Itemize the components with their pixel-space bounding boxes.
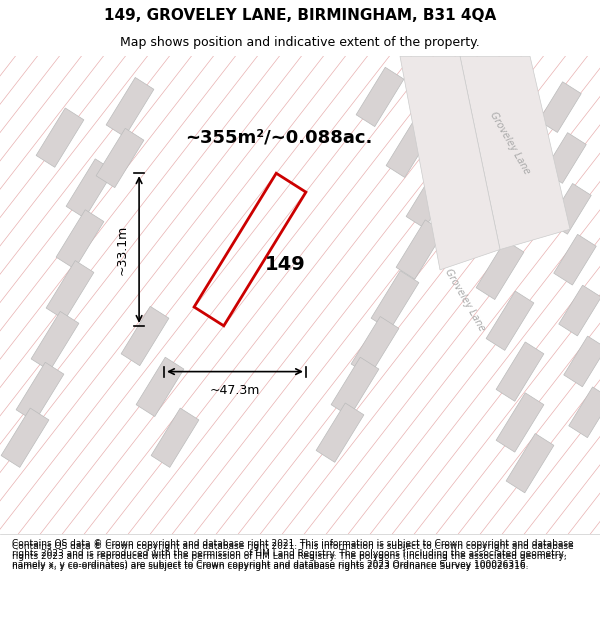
Polygon shape: [506, 434, 554, 493]
Polygon shape: [554, 234, 596, 285]
Polygon shape: [476, 240, 524, 299]
Polygon shape: [496, 393, 544, 452]
Text: Map shows position and indicative extent of the property.: Map shows position and indicative extent…: [120, 36, 480, 49]
Text: Groveley Lane: Groveley Lane: [443, 268, 487, 333]
Text: Contains OS data © Crown copyright and database right 2021. This information is : Contains OS data © Crown copyright and d…: [12, 542, 574, 571]
Polygon shape: [331, 357, 379, 416]
Polygon shape: [316, 403, 364, 462]
Polygon shape: [486, 291, 534, 351]
Polygon shape: [36, 108, 84, 168]
Polygon shape: [406, 169, 454, 228]
Polygon shape: [559, 285, 600, 336]
Polygon shape: [400, 56, 500, 270]
Text: ~33.1m: ~33.1m: [116, 224, 129, 274]
Polygon shape: [1, 408, 49, 468]
Polygon shape: [96, 128, 144, 188]
Text: Groveley Lane: Groveley Lane: [488, 110, 532, 176]
Text: Contains OS data © Crown copyright and database right 2021. This information is : Contains OS data © Crown copyright and d…: [12, 539, 574, 569]
Polygon shape: [539, 82, 581, 132]
Polygon shape: [106, 78, 154, 137]
Polygon shape: [151, 408, 199, 468]
Polygon shape: [456, 139, 504, 198]
Text: ~355m²/~0.088ac.: ~355m²/~0.088ac.: [185, 129, 373, 147]
Polygon shape: [436, 88, 484, 147]
Text: ~47.3m: ~47.3m: [210, 384, 260, 397]
Polygon shape: [351, 316, 399, 376]
Polygon shape: [396, 220, 444, 279]
Polygon shape: [549, 184, 591, 234]
Polygon shape: [121, 306, 169, 366]
Polygon shape: [564, 336, 600, 387]
Polygon shape: [356, 68, 404, 127]
Polygon shape: [56, 210, 104, 269]
Polygon shape: [496, 342, 544, 401]
Text: 149, GROVELEY LANE, BIRMINGHAM, B31 4QA: 149, GROVELEY LANE, BIRMINGHAM, B31 4QA: [104, 8, 496, 23]
Polygon shape: [46, 261, 94, 320]
Polygon shape: [386, 118, 434, 178]
Polygon shape: [136, 357, 184, 416]
Polygon shape: [466, 189, 514, 249]
Polygon shape: [66, 159, 114, 218]
Polygon shape: [31, 311, 79, 371]
Polygon shape: [569, 387, 600, 438]
Polygon shape: [544, 132, 586, 183]
Polygon shape: [16, 362, 64, 422]
Text: 149: 149: [265, 255, 305, 274]
Polygon shape: [371, 271, 419, 330]
Polygon shape: [460, 56, 570, 249]
